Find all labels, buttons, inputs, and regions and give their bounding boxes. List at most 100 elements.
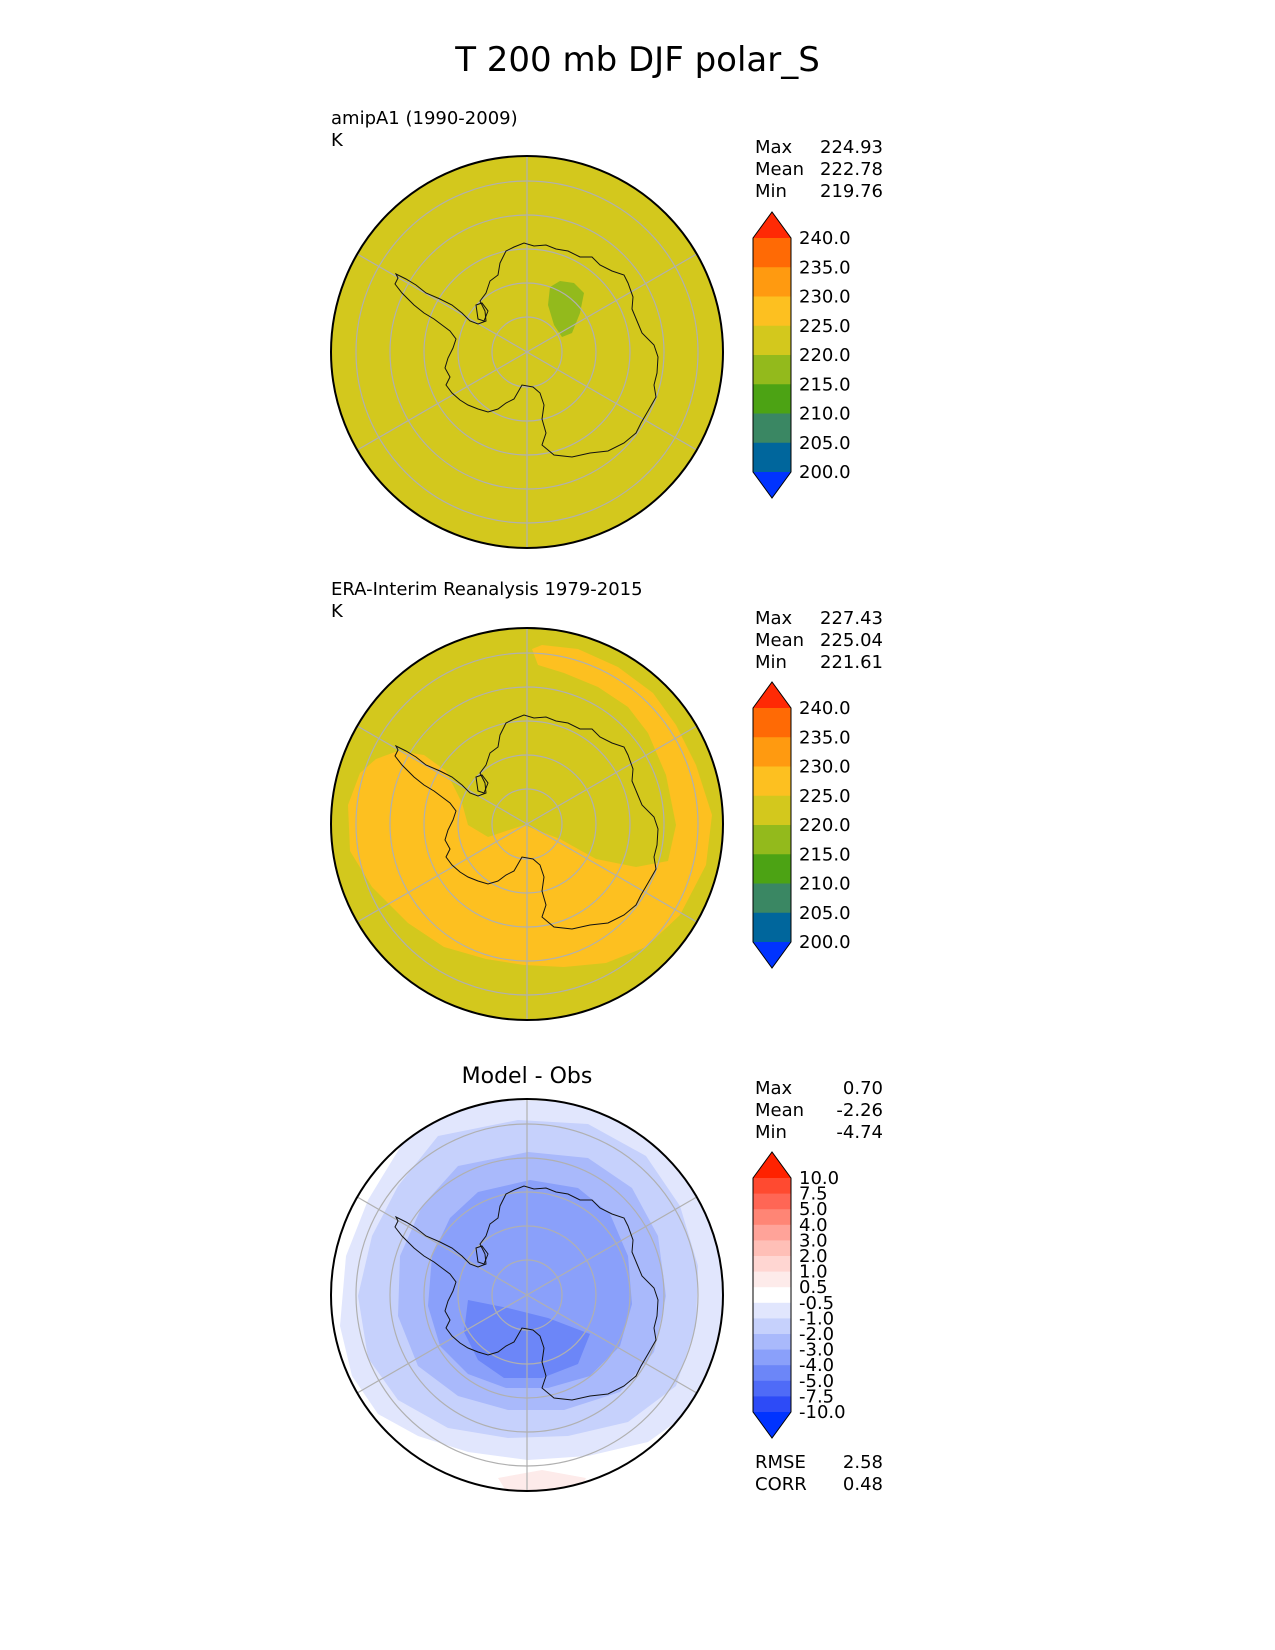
stat-value: 222.78 [820,159,883,180]
colorbar3-extend-high [753,1152,791,1178]
meridian-line [356,725,528,825]
colorbar3-tick-label: -2.0 [799,1324,834,1345]
colorbar1-tick-label: 215.0 [799,374,851,395]
colorbar2-tick-label: 215.0 [799,844,851,865]
stat-max-row: Max 227.43 [755,608,883,630]
colorbar3-tick-label: -3.0 [799,1340,834,1361]
stat-rmse-row: RMSE 2.58 [755,1452,883,1474]
colorbar1-tick-label: 235.0 [799,257,851,278]
colorbar2-segment [753,825,791,855]
colorbar1-tick-label: 210.0 [799,404,851,425]
colorbar1-segment [753,413,791,444]
colorbar1-tick-label: 225.0 [799,316,851,337]
colorbar3-tick-label: -1.0 [799,1308,834,1329]
stat-value: 0.48 [842,1474,883,1495]
colorbar3-tick-label: -7.5 [799,1386,834,1407]
stat-value: 221.61 [820,652,883,673]
meridian-line [526,725,698,825]
colorbar1-segment [753,267,791,297]
colorbar2-tick-label: 220.0 [799,815,851,836]
stat-value: 225.04 [820,630,883,651]
colorbar3-segment [753,1271,791,1288]
graticule [355,1099,699,1491]
colorbar3-tick-label: 3.0 [799,1230,828,1251]
stat-label: Max [755,608,793,629]
meridian-line [526,253,698,353]
graticule [355,156,699,548]
stat-label: Min [755,1122,787,1143]
colorbar2-tick-label: 225.0 [799,786,851,807]
colorbar2-segment [753,854,791,884]
coastline [394,1185,659,1401]
colorbar1-tick-label: 200.0 [799,462,851,483]
stat-label: Mean [755,630,805,651]
stat-min-row: Min 221.61 [755,652,883,674]
colorbar2-segment [753,883,791,914]
panel1-stats: Max 224.93 Mean 222.78 Min 219.76 [755,137,883,203]
coastline [394,714,659,930]
coastline-island [475,302,489,322]
figure-title: T 200 mb DJF polar_S [455,40,820,80]
colorbar3-tick-label: 2.0 [799,1246,828,1267]
colorbar3-segment [753,1365,791,1382]
colorbar3-outline [752,1151,792,1439]
colorbar3-tick-label: 4.0 [799,1215,828,1236]
colorbar3-segment [753,1396,791,1413]
stat-max-row: Max 0.70 [755,1078,883,1100]
colorbar3-tick-label: 10.0 [799,1168,839,1189]
stat-label: CORR [755,1474,807,1495]
polar-map-obs [330,627,724,1021]
colorbar3-segment [753,1334,791,1351]
stat-label: RMSE [755,1452,806,1473]
panel3-extra-stats: RMSE 2.58 CORR 0.48 [755,1452,883,1496]
stat-mean-row: Mean 222.78 [755,159,883,181]
colorbar2-tick-label: 200.0 [799,932,851,953]
polar-map-model [330,155,724,549]
fill-215-220 [548,281,584,337]
meridian-line [356,1294,528,1394]
graticule [355,628,699,1020]
meridian-line [356,1196,528,1296]
colorbar3-tick-label: -5.0 [799,1371,834,1392]
stat-label: Min [755,652,787,673]
coastline-island [475,1245,489,1265]
colorbar3-extend-low [753,1412,791,1438]
stat-value: 2.58 [842,1452,883,1473]
colorbar3-tick-label: -4.0 [799,1355,834,1376]
colorbar2-tick-label: 205.0 [799,903,851,924]
colorbar3-tick-label: -0.5 [799,1293,834,1314]
colorbar1-segment [753,325,791,356]
stat-min-row: Min 219.76 [755,181,883,203]
colorbar3-tick-label: 5.0 [799,1199,828,1220]
stat-value: 227.43 [820,608,883,629]
colorbar2-segment [753,766,791,797]
colorbar2-segment [753,708,791,738]
colorbar-temperature-2: 240.0 235.0 230.0 225.0 220.0 215.0 210.0 205.0… [752,681,851,969]
panel3-stats: Max 0.70 Mean -2.26 Min -4.74 [755,1078,883,1144]
stat-value: 219.76 [820,181,883,202]
colorbar1-segment [753,355,791,385]
colorbar2-outline [752,681,792,969]
panel1-units: K [331,130,343,151]
colorbar1-tick-label: 230.0 [799,287,851,308]
colorbar2-segment [753,912,791,943]
colorbar2-tick-label: 210.0 [799,874,851,895]
stat-corr-row: CORR 0.48 [755,1474,883,1496]
stat-label: Mean [755,1100,805,1121]
stat-label: Max [755,1078,793,1099]
panel3-title: Model - Obs [461,1064,593,1089]
stat-min-row: Min -4.74 [755,1122,883,1144]
meridian-line [356,253,528,353]
panel2-label: ERA-Interim Reanalysis 1979-2015 [331,579,643,600]
colorbar2-segment [753,795,791,826]
colorbar1-segment [753,296,791,327]
colorbar3-segment [753,1224,791,1241]
stat-mean-row: Mean 225.04 [755,630,883,652]
colorbar3-segment [753,1178,791,1195]
colorbar3-tick-label: 7.5 [799,1184,828,1205]
colorbar3-segment [753,1209,791,1226]
colorbar2-extend-high [753,682,791,708]
colorbar3-tick-label: -10.0 [799,1402,846,1423]
map-boundary [330,155,724,549]
colorbar3-segment [753,1302,791,1319]
